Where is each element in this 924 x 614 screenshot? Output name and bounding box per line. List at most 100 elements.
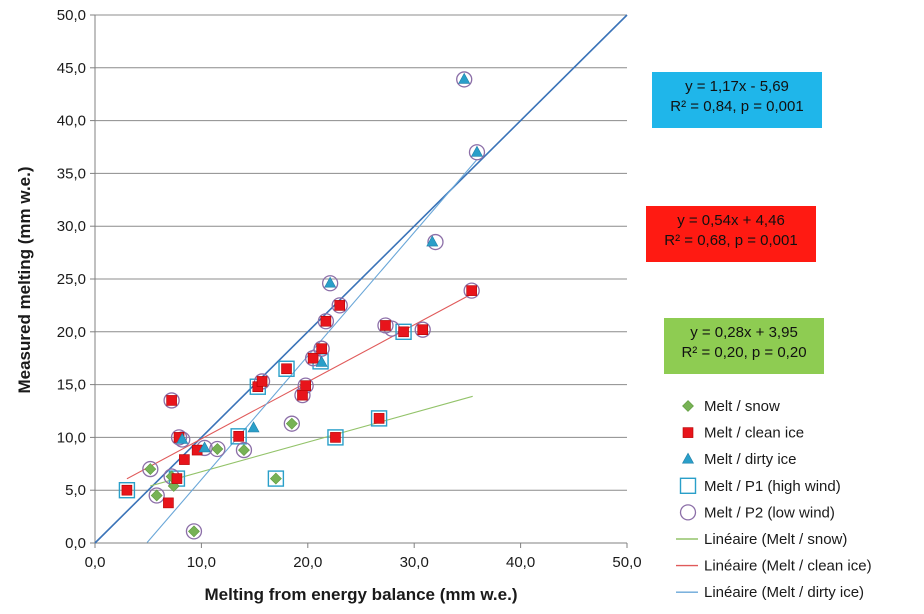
trend-line	[126, 293, 472, 480]
y-tick-label: 50,0	[57, 7, 86, 24]
data-point	[334, 300, 346, 311]
snow-regression-box: y = 0,28x + 3,95 R² = 0,20, p = 0,20	[664, 318, 824, 374]
legend-label: Melt / clean ice	[704, 425, 804, 442]
x-tick-label: 10,0	[187, 554, 216, 571]
data-point	[247, 421, 260, 433]
legend-marker	[682, 400, 694, 412]
y-tick-label: 40,0	[57, 113, 86, 130]
regression-stats: R² = 0,84, p = 0,001	[670, 98, 804, 115]
data-point	[211, 443, 224, 455]
regression-equation: y = 1,17x - 5,69	[685, 78, 789, 95]
data-point	[209, 440, 226, 458]
legend-label: Melt / P1 (high wind)	[704, 478, 841, 495]
data-point	[267, 470, 285, 487]
axes	[94, 15, 627, 544]
regression-equation: y = 0,54x + 4,46	[677, 212, 785, 229]
data-point	[315, 355, 328, 367]
data-point	[456, 71, 473, 88]
data-point	[321, 275, 339, 292]
data-point	[327, 429, 344, 446]
y-tick-label: 45,0	[57, 60, 86, 77]
data-point	[166, 395, 177, 406]
y-tick-label: 20,0	[57, 324, 86, 341]
data-points	[118, 71, 486, 540]
y-tick-label: 5,0	[65, 482, 86, 499]
data-point	[142, 460, 159, 478]
regression-stats: R² = 0,20, p = 0,20	[681, 344, 807, 361]
data-point	[300, 380, 311, 391]
x-tick-label: 40,0	[506, 554, 535, 571]
data-point	[324, 276, 337, 288]
data-point	[238, 444, 250, 456]
x-axis-title: Melting from energy balance (mm w.e.)	[205, 585, 518, 604]
x-tick-labels: 0,0 10,0 20,0 30,0 40,0 50,0	[85, 554, 642, 571]
data-point	[307, 352, 319, 364]
data-point	[176, 432, 189, 444]
data-point	[256, 376, 268, 387]
data-point	[373, 413, 385, 424]
x-tick-label: 30,0	[400, 554, 429, 571]
data-point	[170, 429, 188, 446]
clean-ice-regression-box: y = 0,54x + 4,46 R² = 0,68, p = 0,001	[646, 206, 816, 262]
legend-label: Linéaire (Melt / snow)	[704, 531, 847, 548]
data-point	[118, 482, 136, 499]
legend-label: Melt / dirty ice	[704, 451, 797, 468]
data-point	[466, 285, 477, 296]
y-tick-label: 15,0	[57, 377, 86, 394]
data-point	[470, 145, 483, 157]
gridlines	[90, 14, 628, 548]
data-point	[463, 282, 480, 299]
data-point	[163, 392, 180, 409]
data-point	[198, 441, 211, 453]
data-point	[427, 233, 444, 251]
legend-label: Linéaire (Melt / dirty ice)	[704, 584, 864, 601]
data-point	[380, 320, 391, 331]
legend-marker	[679, 504, 697, 521]
data-point	[320, 315, 332, 327]
data-point	[278, 360, 295, 377]
data-point	[163, 497, 174, 509]
data-point	[330, 432, 341, 443]
data-point	[281, 363, 292, 375]
data-point	[235, 441, 253, 459]
data-point	[188, 525, 200, 538]
data-point	[185, 523, 203, 540]
data-point	[150, 489, 163, 502]
y-tick-label: 25,0	[57, 271, 86, 288]
legend-marker	[679, 477, 697, 494]
legend-marker	[682, 427, 694, 438]
data-point	[171, 473, 183, 484]
data-point	[285, 417, 298, 430]
data-point	[426, 235, 439, 247]
data-point	[458, 72, 471, 84]
data-point	[283, 415, 300, 432]
y-tick-label: 10,0	[57, 429, 86, 446]
legend: Melt / snow Melt / clean ice Melt / dirty …	[676, 398, 872, 601]
data-point	[370, 410, 388, 427]
data-point	[148, 487, 165, 504]
data-point	[233, 431, 244, 442]
data-point	[331, 297, 348, 314]
regression-equation: y = 0,28x + 3,95	[690, 324, 798, 341]
dirty-ice-regression-box: y = 1,17x - 5,69 R² = 0,84, p = 0,001	[652, 72, 822, 128]
data-point	[121, 484, 133, 496]
data-point	[316, 343, 327, 354]
y-tick-label: 0,0	[65, 535, 86, 552]
legend-label: Linéaire (Melt / clean ice)	[704, 558, 872, 575]
data-point	[417, 324, 429, 335]
y-axis-title: Measured melting (mm w.e.)	[15, 166, 34, 393]
legend-label: Melt / P2 (low wind)	[704, 504, 835, 521]
x-tick-label: 0,0	[85, 554, 106, 571]
data-point	[179, 454, 190, 465]
data-point	[269, 472, 282, 485]
x-tick-label: 50,0	[612, 554, 641, 571]
trend-line	[150, 395, 473, 487]
data-point	[297, 389, 308, 401]
y-tick-labels: 0,0 5,0 10,0 15,0 20,0 25,0 30,0 35,0 40,0 45,0 50…	[57, 7, 86, 552]
data-point	[144, 463, 157, 476]
regression-stats: R² = 0,68, p = 0,001	[664, 232, 798, 249]
data-point	[230, 428, 247, 445]
x-tick-label: 20,0	[293, 554, 322, 571]
legend-marker	[681, 452, 695, 464]
